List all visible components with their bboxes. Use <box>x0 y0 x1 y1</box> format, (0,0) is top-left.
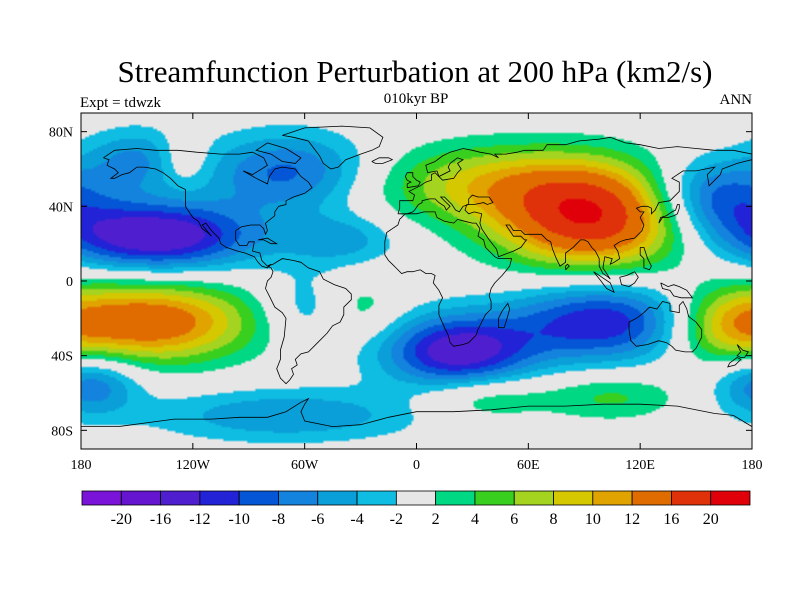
y-tick-label: 40N <box>49 200 73 215</box>
colorbar-swatch <box>278 490 319 506</box>
coastline-segment <box>282 125 384 170</box>
coastline-segment <box>81 397 753 428</box>
colorbar-label: 8 <box>550 511 558 528</box>
coastline-segment <box>255 142 302 164</box>
coastline-segment <box>404 172 421 189</box>
colorbar-label: -12 <box>189 511 210 528</box>
colorbar-swatch <box>356 490 397 506</box>
period-label: 010kyr BP <box>384 91 449 107</box>
latitude-axis: 80N 40N 0 40S 80S <box>49 126 752 439</box>
colorbar-swatch <box>395 490 437 506</box>
coastline-segment <box>498 302 511 329</box>
coastline-segment <box>660 282 694 299</box>
colorbar-label: 6 <box>510 511 518 528</box>
colorbar-swatch <box>474 490 515 506</box>
y-tick-label: 40S <box>51 350 73 365</box>
colorbar-label: -6 <box>311 511 324 528</box>
y-tick-label: 80S <box>51 424 73 439</box>
experiment-label: Expt = tdwzk <box>80 95 161 111</box>
colorbar-label: -16 <box>150 511 171 528</box>
colorbar-label: -2 <box>390 511 403 528</box>
coastline-segment <box>371 157 394 164</box>
colorbar-label: -20 <box>111 511 132 528</box>
coastline-segment <box>565 263 570 271</box>
colorbar-swatch <box>435 490 476 506</box>
colorbar-swatch <box>160 490 201 506</box>
x-tick-label: 180 <box>71 458 92 473</box>
season-label: ANN <box>720 92 753 108</box>
colorbar-swatch <box>81 490 122 506</box>
coastline-segment <box>639 246 652 271</box>
colorbar-swatch <box>317 490 358 506</box>
streamfunction-field <box>81 113 752 449</box>
colorbar-swatch <box>631 490 672 506</box>
coastlines <box>81 125 753 428</box>
x-tick-label: 120E <box>625 458 655 473</box>
x-tick-label: 180 <box>742 458 763 473</box>
y-tick-label: 0 <box>66 275 73 290</box>
colorbar-swatch <box>238 490 279 506</box>
x-tick-label: 60W <box>291 458 319 473</box>
page-title: Streamfunction Perturbation at 200 hPa (… <box>118 54 713 89</box>
colorbar: -20 -16 -12 -10 -8 -6 -4 -2 2 4 6 8 10 12 16 20 <box>81 490 751 528</box>
coastline-segment <box>384 211 513 347</box>
coastline-segment <box>736 344 749 358</box>
coastline-segment <box>258 237 279 245</box>
colorbar-label: 2 <box>432 511 440 528</box>
colorbar-label: -8 <box>272 511 285 528</box>
coastline-segment <box>397 136 753 280</box>
colorbar-label: 4 <box>471 511 479 528</box>
longitude-axis: 180 120W 60W 0 60E 120E 180 <box>71 113 763 473</box>
colorbar-swatch <box>199 490 240 506</box>
colorbar-label: 20 <box>703 511 719 528</box>
colorbar-swatch <box>513 490 554 506</box>
coastline-segment <box>619 271 639 288</box>
coastline-segment <box>265 258 352 385</box>
coastline-segment <box>103 148 313 269</box>
x-tick-label: 0 <box>413 458 420 473</box>
colorbar-swatch <box>671 490 712 506</box>
colorbar-label: 12 <box>624 511 640 528</box>
x-tick-label: 60E <box>517 458 540 473</box>
coastline-segment <box>727 357 742 368</box>
colorbar-swatch <box>120 490 161 506</box>
colorbar-label: 16 <box>663 511 679 528</box>
colorbar-swatch <box>592 490 633 506</box>
colorbar-label: 10 <box>585 511 601 528</box>
coastline-segment <box>593 271 615 294</box>
coastline-segment <box>658 204 680 224</box>
x-tick-label: 120W <box>176 458 211 473</box>
coastline-segment <box>628 300 703 353</box>
colorbar-label: -10 <box>229 511 250 528</box>
y-tick-label: 80N <box>49 126 73 141</box>
colorbar-swatch <box>553 490 594 506</box>
colorbar-swatch <box>710 490 751 506</box>
colorbar-label: -4 <box>350 511 363 528</box>
map-panel: 180 120W 60W 0 60E 120E 180 80N 40N 0 40S 80S <box>49 112 763 473</box>
